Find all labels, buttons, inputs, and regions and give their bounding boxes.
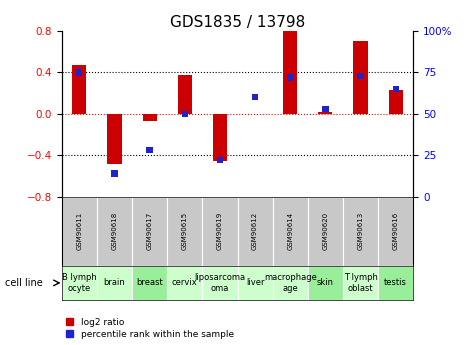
Bar: [318, 112, 332, 114]
Bar: [142, 114, 157, 121]
FancyBboxPatch shape: [273, 266, 308, 300]
Bar: [322, 106, 329, 112]
Text: GSM90611: GSM90611: [76, 212, 82, 250]
FancyBboxPatch shape: [343, 266, 378, 300]
Bar: [213, 114, 227, 161]
FancyBboxPatch shape: [97, 266, 132, 300]
FancyBboxPatch shape: [378, 266, 413, 300]
FancyBboxPatch shape: [62, 197, 97, 266]
Text: GSM90616: GSM90616: [393, 212, 399, 250]
FancyBboxPatch shape: [132, 197, 167, 266]
FancyBboxPatch shape: [132, 266, 167, 300]
Text: macrophage
age: macrophage age: [264, 273, 317, 293]
FancyBboxPatch shape: [167, 197, 202, 266]
FancyBboxPatch shape: [308, 197, 343, 266]
Text: B lymph
ocyte: B lymph ocyte: [62, 273, 97, 293]
Text: liver: liver: [246, 278, 264, 287]
FancyBboxPatch shape: [238, 197, 273, 266]
FancyBboxPatch shape: [378, 197, 413, 266]
Bar: [76, 69, 83, 76]
Text: liposarcoma
oma: liposarcoma oma: [194, 273, 246, 293]
Bar: [178, 75, 192, 114]
Bar: [389, 90, 403, 114]
Title: GDS1835 / 13798: GDS1835 / 13798: [170, 15, 305, 30]
Legend: log2 ratio, percentile rank within the sample: log2 ratio, percentile rank within the s…: [66, 318, 234, 339]
FancyBboxPatch shape: [273, 197, 308, 266]
FancyBboxPatch shape: [238, 266, 273, 300]
FancyBboxPatch shape: [202, 197, 238, 266]
Text: breast: breast: [136, 278, 163, 287]
Bar: [107, 114, 122, 164]
Text: GSM90619: GSM90619: [217, 212, 223, 250]
Text: GSM90613: GSM90613: [358, 212, 363, 250]
FancyBboxPatch shape: [343, 197, 378, 266]
Bar: [111, 170, 118, 177]
FancyBboxPatch shape: [167, 266, 202, 300]
FancyBboxPatch shape: [308, 266, 343, 300]
Text: brain: brain: [104, 278, 125, 287]
Text: GSM90615: GSM90615: [182, 212, 188, 250]
Bar: [146, 147, 153, 154]
Bar: [283, 31, 297, 114]
Text: GSM90614: GSM90614: [287, 212, 293, 250]
FancyBboxPatch shape: [202, 266, 238, 300]
Bar: [353, 41, 368, 114]
Text: GSM90618: GSM90618: [112, 212, 117, 250]
Text: cervix: cervix: [172, 278, 198, 287]
Text: GSM90620: GSM90620: [323, 212, 328, 250]
Bar: [287, 74, 294, 80]
Bar: [252, 94, 258, 100]
Text: T lymph
oblast: T lymph oblast: [343, 273, 378, 293]
FancyBboxPatch shape: [97, 197, 132, 266]
Bar: [72, 65, 86, 114]
Text: GSM90617: GSM90617: [147, 212, 152, 250]
Text: testis: testis: [384, 278, 407, 287]
Text: skin: skin: [317, 278, 334, 287]
Bar: [217, 157, 223, 163]
Bar: [357, 73, 364, 79]
FancyBboxPatch shape: [62, 266, 97, 300]
Text: cell line: cell line: [5, 278, 42, 288]
Bar: [392, 86, 399, 92]
Bar: [181, 111, 188, 117]
Text: GSM90612: GSM90612: [252, 212, 258, 250]
